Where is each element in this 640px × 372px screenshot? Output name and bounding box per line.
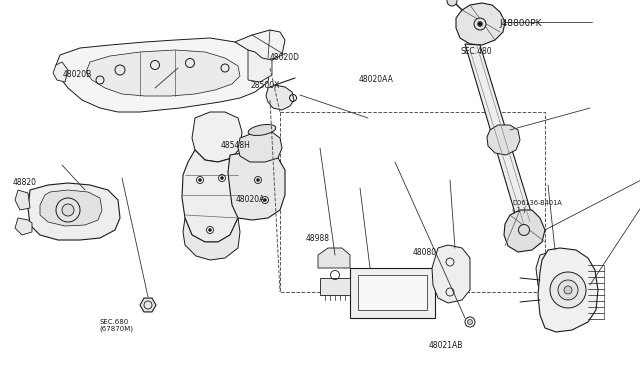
Text: 48988: 48988: [306, 234, 330, 243]
Circle shape: [257, 179, 259, 182]
Text: 48548H: 48548H: [221, 141, 251, 150]
Polygon shape: [192, 112, 242, 162]
Text: 48020AA: 48020AA: [358, 76, 393, 84]
Polygon shape: [487, 125, 520, 155]
Text: D06136-B401A
( 1 ): D06136-B401A ( 1 ): [512, 200, 562, 213]
Circle shape: [564, 286, 572, 294]
Text: 48080: 48080: [413, 248, 437, 257]
Polygon shape: [504, 210, 545, 252]
Circle shape: [467, 320, 472, 324]
Text: 48020B: 48020B: [63, 70, 92, 79]
Polygon shape: [228, 152, 285, 220]
Polygon shape: [432, 245, 470, 303]
Polygon shape: [40, 190, 102, 226]
Polygon shape: [53, 62, 68, 82]
Text: SEC.480: SEC.480: [461, 47, 492, 56]
Text: J48800PK: J48800PK: [499, 19, 541, 28]
Text: SEC.680
(67870M): SEC.680 (67870M): [99, 319, 133, 332]
Polygon shape: [358, 275, 427, 310]
Polygon shape: [86, 50, 240, 96]
Polygon shape: [248, 50, 272, 82]
Circle shape: [477, 22, 483, 26]
Polygon shape: [350, 268, 435, 318]
Polygon shape: [15, 190, 30, 210]
Polygon shape: [56, 38, 270, 112]
Polygon shape: [456, 3, 505, 45]
Polygon shape: [140, 298, 156, 312]
Polygon shape: [320, 278, 350, 295]
Polygon shape: [235, 30, 285, 60]
Circle shape: [264, 199, 266, 202]
Text: 48020A: 48020A: [236, 195, 265, 203]
Circle shape: [198, 179, 202, 182]
Polygon shape: [183, 218, 240, 260]
Circle shape: [447, 0, 457, 6]
Circle shape: [209, 228, 211, 231]
Circle shape: [550, 272, 586, 308]
Circle shape: [518, 224, 529, 235]
Text: 48021AB: 48021AB: [429, 341, 463, 350]
Circle shape: [558, 280, 578, 300]
Text: 28500X: 28500X: [251, 81, 280, 90]
Text: 48820: 48820: [13, 178, 36, 187]
Polygon shape: [182, 150, 240, 242]
Polygon shape: [238, 130, 282, 162]
Circle shape: [62, 204, 74, 216]
Circle shape: [56, 198, 80, 222]
Polygon shape: [15, 218, 32, 235]
Circle shape: [474, 18, 486, 30]
Polygon shape: [28, 183, 120, 240]
Text: 48020D: 48020D: [270, 53, 300, 62]
Ellipse shape: [248, 125, 276, 135]
Polygon shape: [536, 250, 582, 300]
Circle shape: [221, 176, 223, 180]
Polygon shape: [266, 85, 294, 110]
Polygon shape: [318, 248, 350, 268]
Polygon shape: [465, 44, 535, 230]
Polygon shape: [538, 248, 598, 332]
Bar: [280, 112, 545, 292]
